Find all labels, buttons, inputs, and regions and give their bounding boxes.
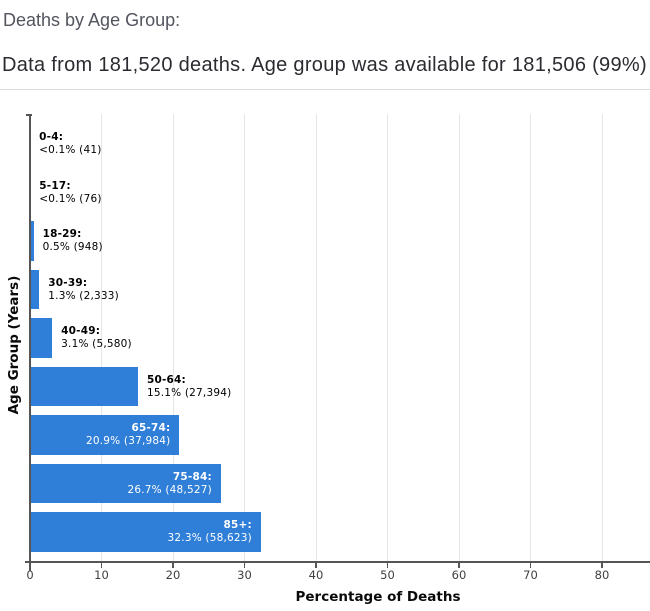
x-tick-label: 0 (26, 568, 34, 582)
gridline (601, 114, 603, 561)
bar-label-name: 30-39: (48, 276, 88, 289)
x-tick-label: 20 (165, 568, 181, 582)
chart-subtitle: Data from 181,520 deaths. Age group was … (2, 54, 647, 76)
x-axis-tick (315, 562, 317, 568)
gridline (387, 114, 388, 561)
gridline (101, 114, 102, 561)
bar-label-name: 75-84: (172, 470, 212, 483)
bar-30-39 (30, 269, 40, 310)
bar-label: 75-84: 26.7% (48,527) (127, 471, 211, 497)
x-tick-label: 10 (94, 568, 109, 582)
y-axis-title: Age Group (Years) (6, 275, 22, 415)
bar-40-49 (30, 318, 53, 358)
chart-heading: Deaths by Age Group: (3, 10, 181, 30)
bar-label: 30-39: 1.3% (2,333) (48, 277, 119, 303)
x-tick-label: 50 (380, 568, 395, 582)
x-axis-line (24, 560, 650, 563)
gridline (244, 114, 245, 561)
bar-label-name: 18-29: (42, 228, 82, 240)
y-axis-top-tick (25, 114, 32, 116)
x-axis-tick (172, 562, 174, 568)
bar-label-value: 3.1% (5,580) (61, 338, 132, 350)
bar-label: 40-49: 3.1% (5,580) (61, 325, 132, 351)
bar-75-84 (30, 463, 221, 504)
bar-label-name: 0-4: (39, 131, 64, 143)
gridline (315, 114, 317, 561)
bar-65-74 (30, 415, 180, 455)
bar-label-value: 20.9% (37,984) (86, 435, 171, 447)
x-tick-label: 80 (594, 568, 610, 582)
x-axis-tick (29, 562, 31, 568)
bar-label-value: <0.1% (41) (39, 144, 102, 156)
bar-label-value: <0.1% (76) (39, 192, 102, 205)
bar-label: 0-4: <0.1% (41) (39, 131, 101, 157)
bar-label: 18-29: 0.5% (948) (43, 228, 103, 254)
bar-18-29 (30, 221, 34, 261)
bar-label-name: 85+: (223, 519, 252, 531)
bar-label-name: 50-64: (146, 373, 186, 386)
bar-50-64 (30, 366, 138, 407)
divider (0, 89, 650, 90)
bar-label-name: 40-49: (61, 325, 101, 337)
x-axis-tick (243, 562, 246, 568)
bar-label-name: 5-17: (39, 179, 71, 192)
bar-85+ (30, 512, 261, 552)
gridline (172, 114, 174, 561)
gridline (530, 114, 531, 561)
bar-label-value: 26.7% (48,527) (127, 483, 212, 496)
x-tick-label: 40 (308, 568, 324, 582)
bar-label-name: 65-74: (131, 422, 171, 434)
bar-label: 5-17: <0.1% (76) (39, 180, 101, 206)
x-axis-tick (100, 562, 103, 568)
x-axis-title: Percentage of Deaths (295, 589, 461, 605)
x-tick-label: 30 (237, 568, 252, 582)
x-axis-tick (529, 562, 532, 568)
x-tick-label: 70 (523, 568, 538, 582)
gridline (458, 114, 460, 561)
bar-label: 65-74: 20.9% (37,984) (86, 422, 170, 448)
bar-label-value: 1.3% (2,333) (48, 289, 119, 302)
x-axis-tick (458, 562, 460, 568)
x-tick-label: 60 (451, 568, 467, 582)
bar-label: 85+: 32.3% (58,623) (168, 519, 252, 545)
x-axis-tick (601, 562, 603, 568)
bar-label: 50-64: 15.1% (27,394) (147, 374, 231, 400)
bar-label-value: 0.5% (948) (42, 241, 103, 253)
bar-label-value: 15.1% (27,394) (146, 386, 232, 399)
y-axis-line (29, 114, 31, 571)
x-axis-tick (386, 562, 389, 568)
bar-label-value: 32.3% (58,623) (167, 532, 252, 544)
